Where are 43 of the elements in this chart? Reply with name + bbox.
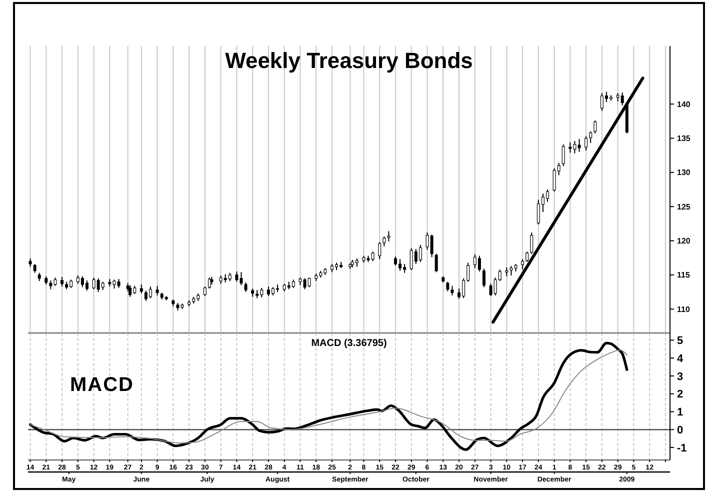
y-tick-label: 135 <box>677 134 691 144</box>
y-tick-label: 120 <box>677 236 691 246</box>
candlestick <box>526 251 529 262</box>
y-tick-label: 1 <box>677 406 684 419</box>
y-tick-label: 4 <box>677 352 684 365</box>
candlestick <box>620 92 624 106</box>
y-tick-label: 130 <box>677 168 691 178</box>
y-tick-label: 110 <box>677 304 690 314</box>
candlestick <box>378 242 382 260</box>
annotation: MACD <box>70 374 134 396</box>
y-tick-label: 115 <box>677 270 690 280</box>
y-tick-label: 3 <box>677 370 684 383</box>
candlestick <box>128 284 132 298</box>
y-tick-label: 0 <box>677 424 684 436</box>
candlestick <box>589 130 592 144</box>
candlestick <box>156 285 159 296</box>
candlestick <box>521 258 524 270</box>
candlestick <box>584 136 588 152</box>
candlestick <box>482 268 486 288</box>
text: MACD (3.36795) <box>311 338 387 349</box>
candlestick <box>594 120 597 134</box>
candlestick <box>450 285 454 296</box>
y-tick-label: -1 <box>677 442 687 454</box>
candlestick <box>434 253 438 273</box>
candlestick <box>382 236 386 247</box>
candlestick <box>208 277 211 290</box>
candlestick <box>530 232 534 254</box>
candlestick <box>85 280 88 292</box>
candlestick <box>203 286 206 297</box>
candlestick <box>446 281 450 292</box>
y-tick-label: 5 <box>677 335 684 348</box>
y-tick-label: 125 <box>677 202 691 212</box>
candlestick <box>371 251 374 262</box>
y-tick-label: 2 <box>677 388 684 401</box>
candlestick <box>478 255 481 272</box>
candlestick <box>244 282 248 292</box>
candlestick <box>387 230 390 242</box>
chart-title: Weekly Treasury Bonds <box>225 48 473 73</box>
candlestick <box>60 276 64 288</box>
y-tick-label: 140 <box>677 100 691 109</box>
candlestick <box>418 244 422 262</box>
candlestick <box>568 142 572 154</box>
candlestick <box>562 144 565 167</box>
